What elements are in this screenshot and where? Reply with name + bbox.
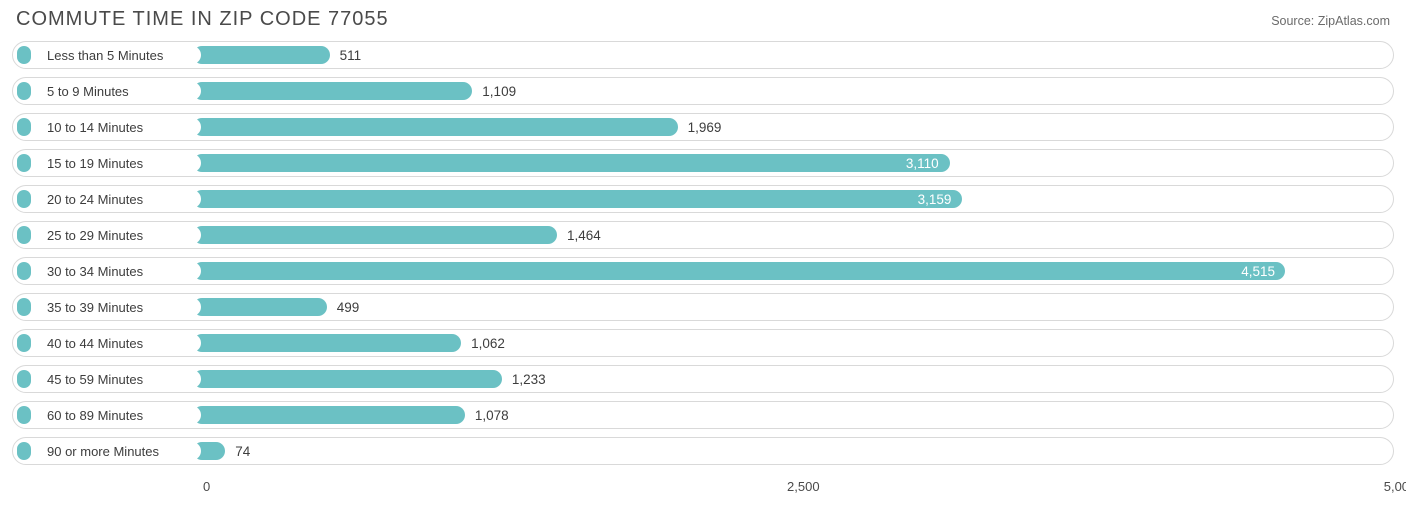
bar-cap: [17, 82, 31, 100]
chart-header: COMMUTE TIME IN ZIP CODE 77055 Source: Z…: [12, 8, 1394, 31]
bar-cap: [17, 406, 31, 424]
category-label: 35 to 39 Minutes: [35, 298, 201, 316]
category-label: 40 to 44 Minutes: [35, 334, 201, 352]
x-tick: 2,500: [787, 479, 820, 494]
bar-cap: [17, 442, 31, 460]
bar-fill: [193, 406, 465, 424]
bar-cap: [17, 226, 31, 244]
category-label: 60 to 89 Minutes: [35, 406, 201, 424]
category-label: 90 or more Minutes: [35, 442, 201, 460]
bar-fill: [193, 298, 327, 316]
category-label: 45 to 59 Minutes: [35, 370, 201, 388]
bar-fill: [193, 154, 950, 172]
value-label: 1,078: [475, 402, 509, 428]
bar-cap: [17, 298, 31, 316]
bar-cap: [17, 190, 31, 208]
commute-time-chart: COMMUTE TIME IN ZIP CODE 77055 Source: Z…: [0, 0, 1406, 503]
value-label: 4,515: [1241, 258, 1275, 284]
category-label: 20 to 24 Minutes: [35, 190, 201, 208]
chart-source: Source: ZipAtlas.com: [1271, 14, 1390, 28]
x-axis: 02,5005,000: [12, 479, 1394, 499]
bar-row: 90 or more Minutes 74: [12, 437, 1394, 465]
bar-row: 25 to 29 Minutes 1,464: [12, 221, 1394, 249]
value-label: 1,109: [482, 78, 516, 104]
x-tick: 5,000: [1384, 479, 1406, 494]
chart-title: COMMUTE TIME IN ZIP CODE 77055: [16, 8, 389, 31]
x-tick: 0: [203, 479, 210, 494]
bar-cap: [17, 118, 31, 136]
bar-fill: [193, 46, 330, 64]
bar-fill: [193, 262, 1285, 280]
bar-cap: [17, 370, 31, 388]
category-label: 5 to 9 Minutes: [35, 82, 201, 100]
bar-fill: [193, 226, 557, 244]
source-name: ZipAtlas.com: [1318, 14, 1390, 28]
category-label: Less than 5 Minutes: [35, 46, 201, 64]
bar-cap: [17, 262, 31, 280]
bars-area: Less than 5 Minutes 511 5 to 9 Minutes 1,10…: [12, 41, 1394, 501]
bar-row: 30 to 34 Minutes 4,515: [12, 257, 1394, 285]
category-label: 10 to 14 Minutes: [35, 118, 201, 136]
value-label: 499: [337, 294, 360, 320]
bar-fill: [193, 118, 678, 136]
bar-row: 10 to 14 Minutes 1,969: [12, 113, 1394, 141]
category-label: 15 to 19 Minutes: [35, 154, 201, 172]
category-label: 30 to 34 Minutes: [35, 262, 201, 280]
value-label: 3,159: [918, 186, 952, 212]
bar-row: 15 to 19 Minutes 3,110: [12, 149, 1394, 177]
category-label: 25 to 29 Minutes: [35, 226, 201, 244]
value-label: 1,464: [567, 222, 601, 248]
bar-row: 45 to 59 Minutes 1,233: [12, 365, 1394, 393]
bar-row: Less than 5 Minutes 511: [12, 41, 1394, 69]
value-label: 1,062: [471, 330, 505, 356]
bar-fill: [193, 370, 502, 388]
bar-row: 40 to 44 Minutes 1,062: [12, 329, 1394, 357]
bar-fill: [193, 82, 472, 100]
value-label: 511: [340, 42, 362, 68]
bar-row: 60 to 89 Minutes 1,078: [12, 401, 1394, 429]
bar-fill: [193, 190, 962, 208]
value-label: 1,233: [512, 366, 546, 392]
bar-cap: [17, 46, 31, 64]
bar-row: 5 to 9 Minutes 1,109: [12, 77, 1394, 105]
value-label: 1,969: [688, 114, 722, 140]
bar-row: 20 to 24 Minutes 3,159: [12, 185, 1394, 213]
bar-row: 35 to 39 Minutes 499: [12, 293, 1394, 321]
bar-fill: [193, 334, 461, 352]
value-label: 3,110: [906, 150, 939, 176]
bar-cap: [17, 154, 31, 172]
source-prefix: Source:: [1271, 14, 1318, 28]
bar-cap: [17, 334, 31, 352]
value-label: 74: [235, 438, 250, 464]
